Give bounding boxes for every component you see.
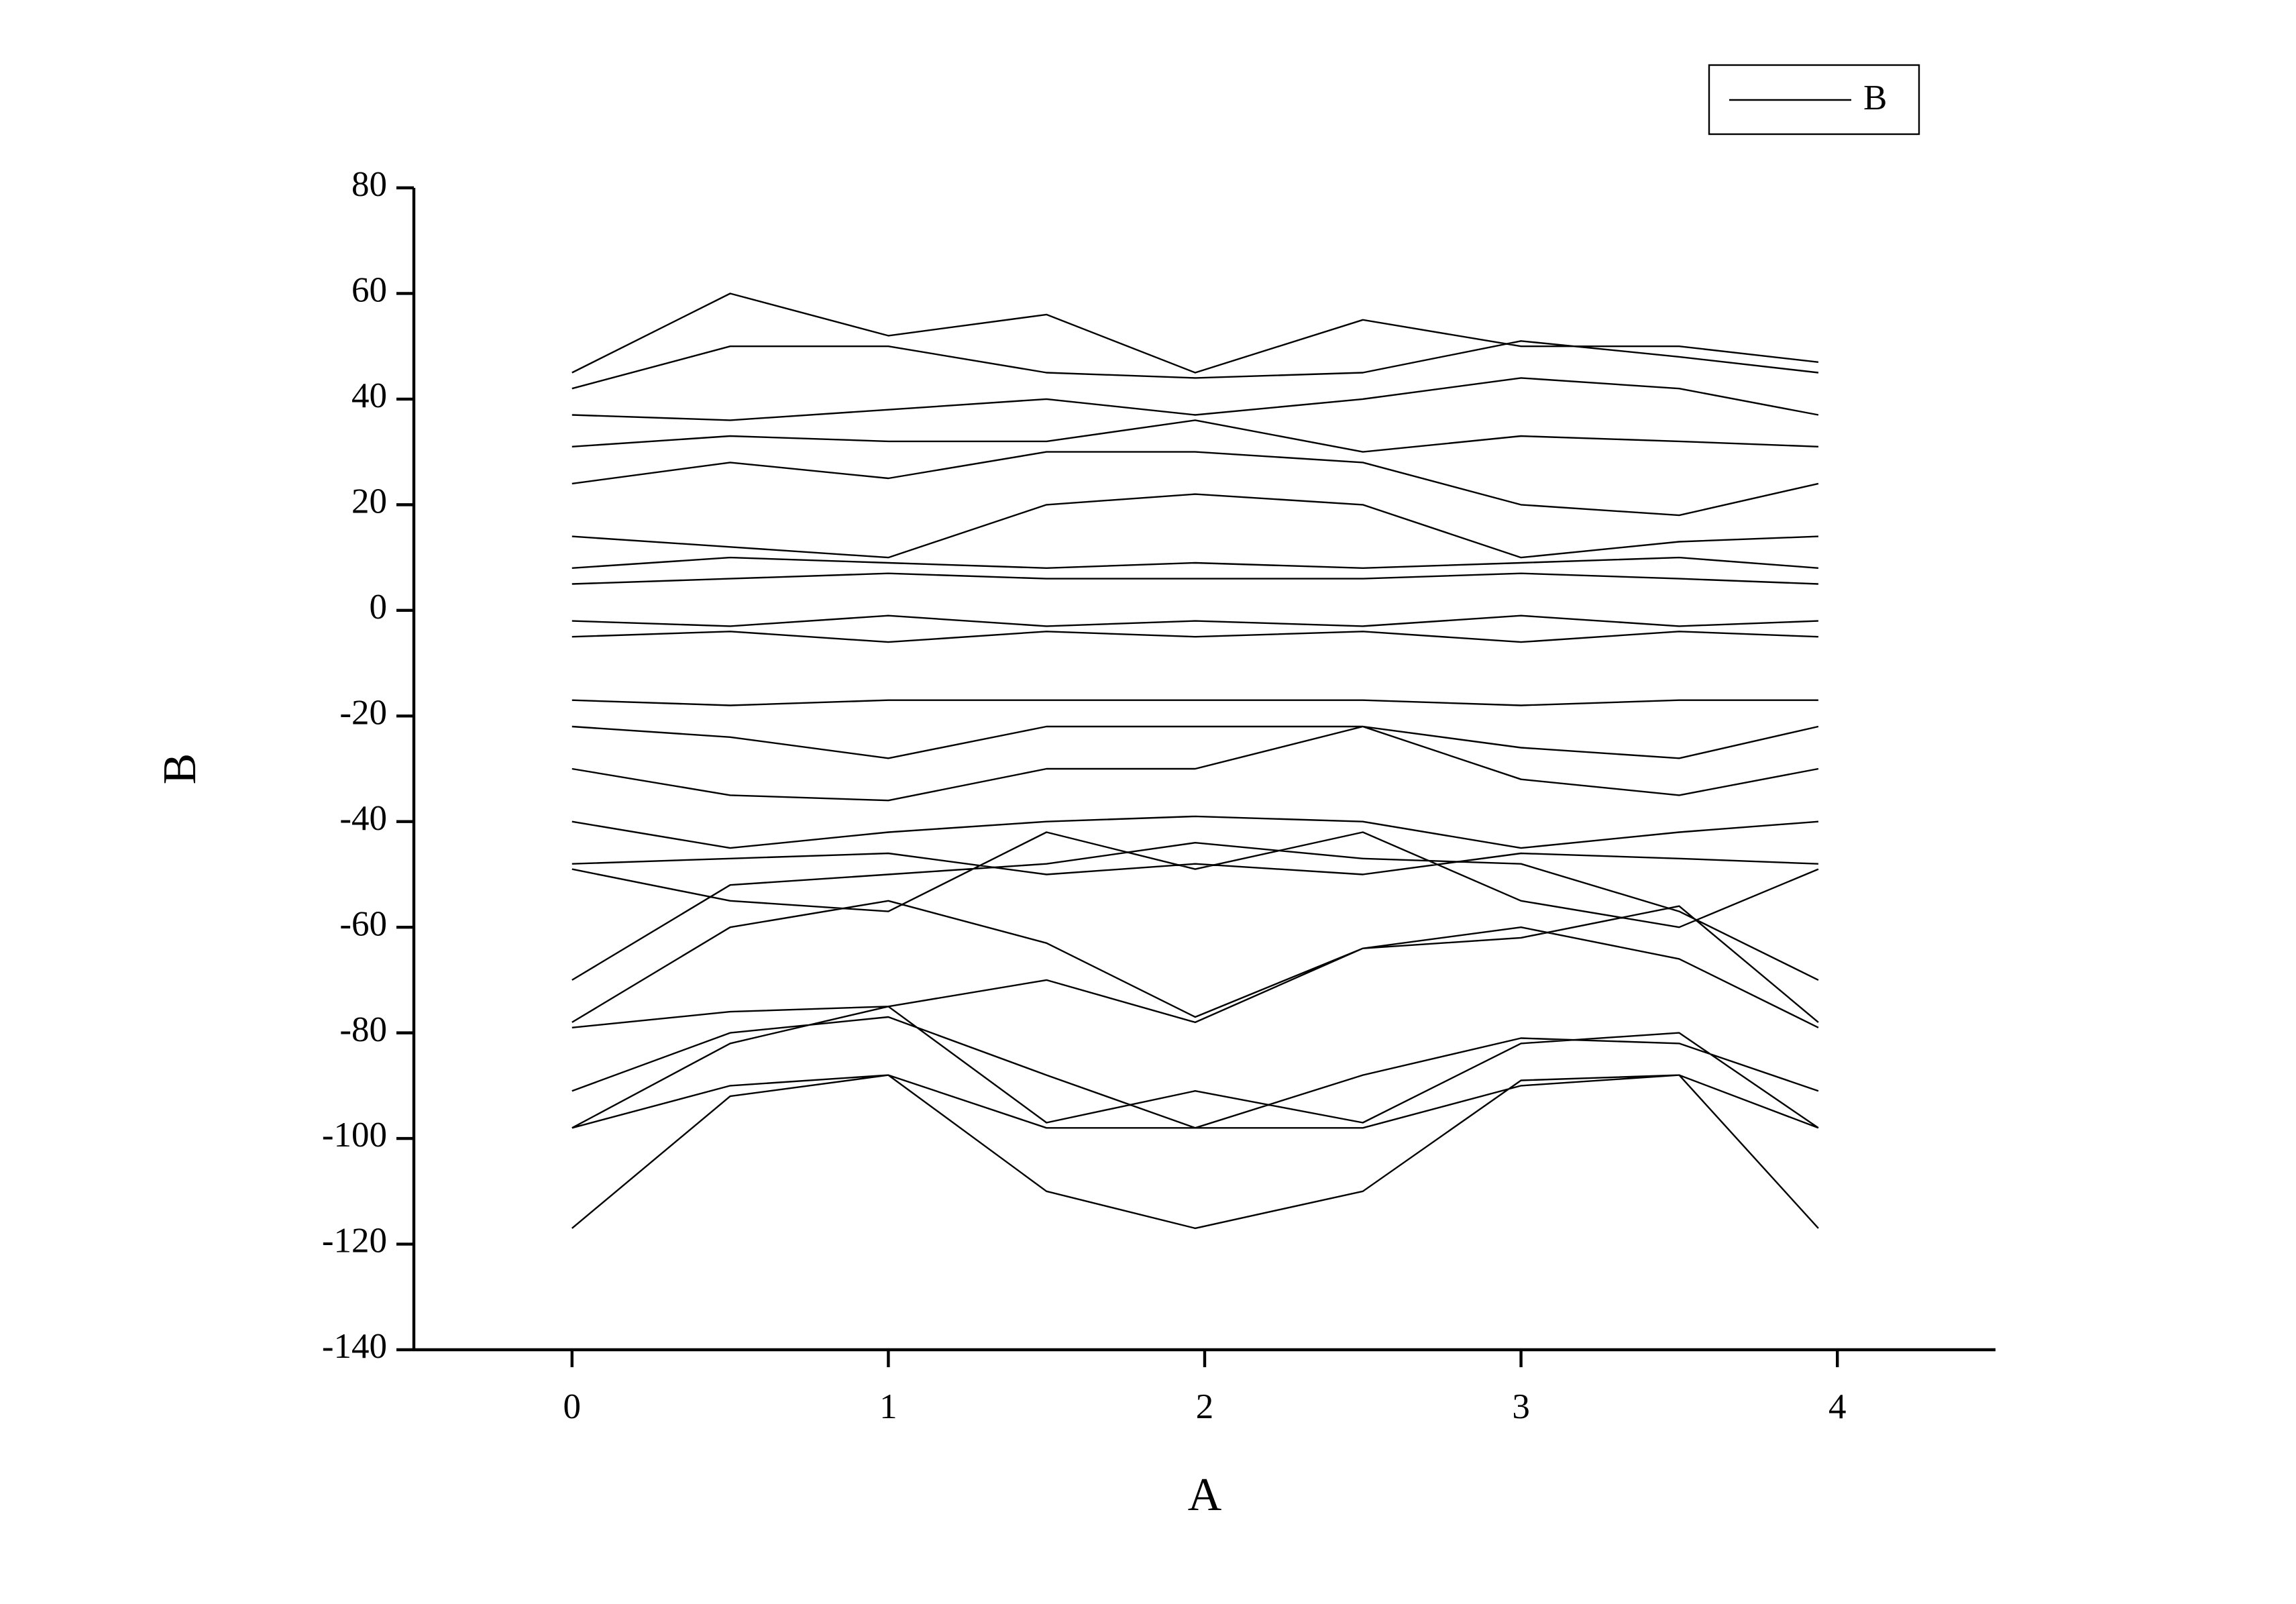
y-tick-label: -120 xyxy=(322,1222,387,1261)
y-tick-label: 60 xyxy=(351,271,387,310)
y-tick-label: 80 xyxy=(351,165,387,204)
x-tick-label: 2 xyxy=(1196,1387,1214,1426)
x-tick-label: 0 xyxy=(563,1387,582,1426)
y-tick-label: -140 xyxy=(322,1327,387,1366)
x-tick-label: 1 xyxy=(879,1387,897,1426)
series-line xyxy=(571,292,1819,1230)
y-tick-label: 20 xyxy=(351,482,387,521)
x-tick-label: 3 xyxy=(1512,1387,1530,1426)
y-tick-label: 40 xyxy=(351,376,387,415)
y-axis-title: B xyxy=(154,753,206,785)
legend-label: B xyxy=(1863,78,1887,117)
y-tick-label: -80 xyxy=(339,1010,387,1049)
y-tick-label: -40 xyxy=(339,799,387,838)
y-tick-label: 0 xyxy=(370,588,388,627)
y-tick-label: -20 xyxy=(339,693,387,732)
y-tick-label: -60 xyxy=(339,904,387,943)
x-axis-title: A xyxy=(1188,1469,1222,1521)
x-tick-label: 4 xyxy=(1828,1387,1847,1426)
y-tick-label: -100 xyxy=(322,1116,387,1155)
